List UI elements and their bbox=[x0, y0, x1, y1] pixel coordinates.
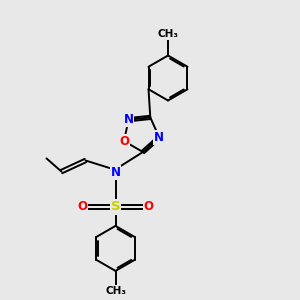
Text: N: N bbox=[154, 131, 164, 144]
Text: O: O bbox=[143, 200, 154, 214]
Text: N: N bbox=[110, 166, 121, 179]
Text: CH₃: CH₃ bbox=[105, 286, 126, 296]
Text: O: O bbox=[119, 135, 129, 148]
Text: N: N bbox=[124, 113, 134, 126]
Text: CH₃: CH₃ bbox=[158, 29, 178, 39]
Text: O: O bbox=[77, 200, 88, 214]
Text: S: S bbox=[111, 200, 120, 214]
